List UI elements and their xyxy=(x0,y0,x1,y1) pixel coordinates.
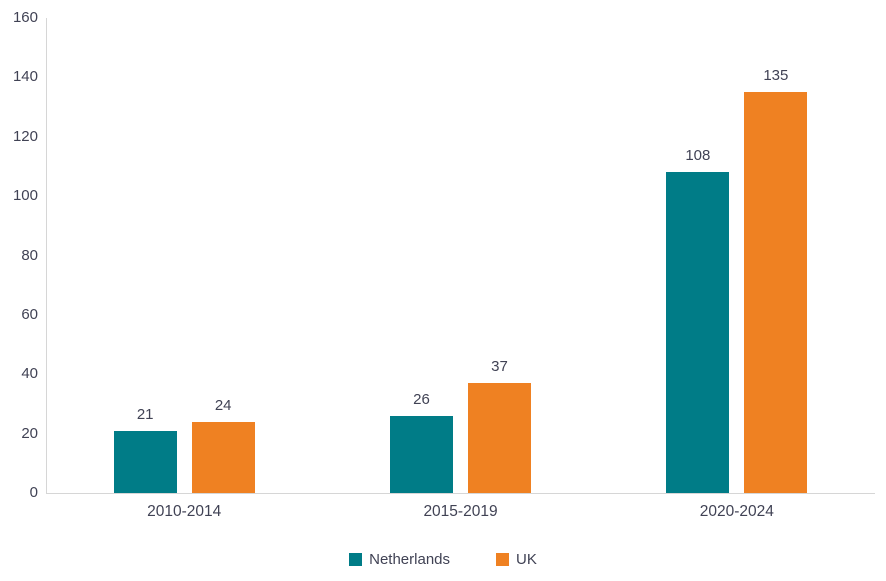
legend-label-uk: UK xyxy=(516,551,537,568)
x-category-label: 2015-2019 xyxy=(423,503,498,520)
bar-netherlands-2020-2024 xyxy=(666,172,730,493)
y-axis-line xyxy=(46,18,47,493)
y-tick-label: 20 xyxy=(21,424,38,442)
bar-value-label: 108 xyxy=(685,147,711,165)
bar-value-label: 24 xyxy=(214,396,232,414)
bar-uk-2020-2024 xyxy=(744,92,808,493)
bar-value-label: 26 xyxy=(413,390,430,408)
bar-netherlands-2010-2014 xyxy=(113,430,177,493)
bar-value-label: 21 xyxy=(136,405,154,423)
legend-label-netherlands: Netherlands xyxy=(369,551,451,568)
bar-value-label: 135 xyxy=(763,67,789,85)
bar-uk-2010-2014 xyxy=(191,421,255,493)
bar-value-label: 37 xyxy=(491,358,508,376)
legend-swatch-uk-icon xyxy=(496,553,510,566)
legend-item-uk: UK xyxy=(496,551,537,568)
bar-uk-2015-2019 xyxy=(468,383,531,493)
legend: Netherlands UK xyxy=(0,551,886,568)
legend-item-netherlands: Netherlands xyxy=(349,551,450,568)
bar-netherlands-2015-2019 xyxy=(390,415,453,493)
x-category-label: 2020-2024 xyxy=(699,503,774,520)
y-tick-label: 60 xyxy=(21,305,38,323)
y-tick-label: 120 xyxy=(12,127,38,145)
x-category-label: 2010-2014 xyxy=(147,503,222,520)
y-tick-label: 0 xyxy=(29,484,38,501)
y-tick-label: 100 xyxy=(12,187,38,205)
y-tick-label: 160 xyxy=(12,9,38,26)
y-tick-label: 140 xyxy=(12,68,38,86)
y-tick-label: 40 xyxy=(21,365,38,383)
legend-swatch-netherlands-icon xyxy=(349,553,363,566)
y-tick-label: 80 xyxy=(21,246,38,264)
x-axis-line xyxy=(46,493,875,494)
